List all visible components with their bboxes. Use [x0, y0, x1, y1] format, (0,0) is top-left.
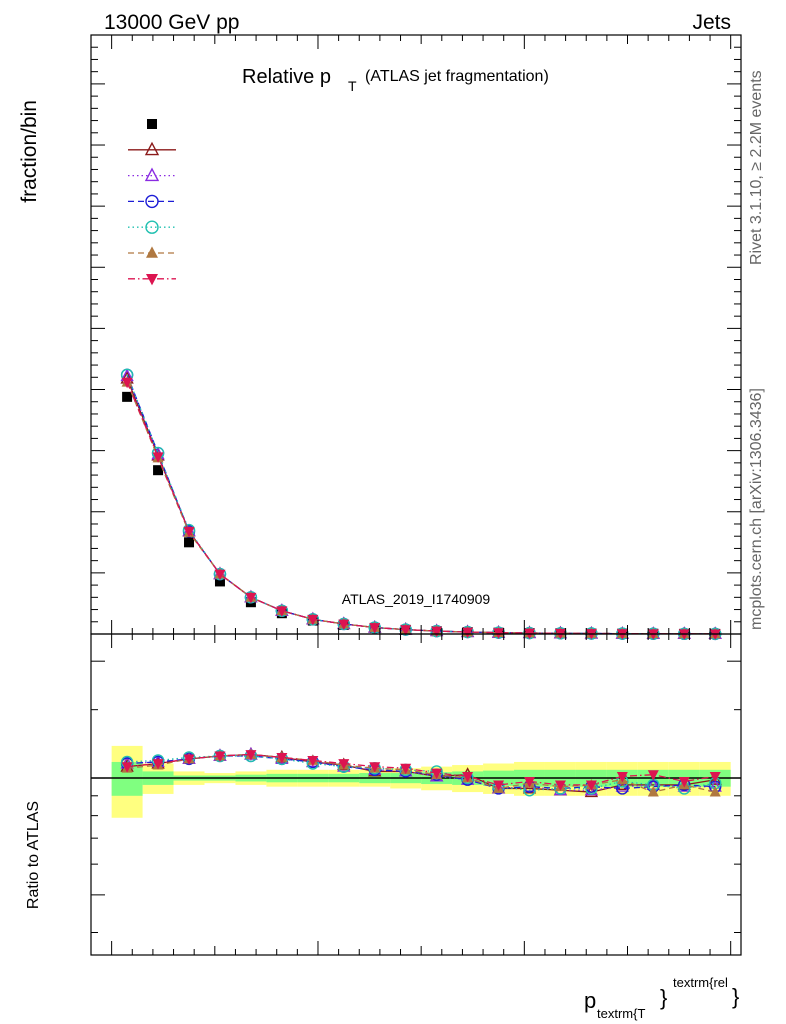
data-point: [121, 377, 133, 389]
analysis-watermark: ATLAS_2019_I1740909: [342, 591, 491, 607]
data-point: [214, 569, 226, 581]
ratio-point: [369, 762, 381, 773]
legend-entry: [128, 141, 176, 156]
plot-title-main: Relative p: [242, 66, 331, 88]
data-point: [153, 465, 164, 476]
ratio-plot: [91, 745, 741, 818]
legend-marker: [146, 274, 158, 286]
data-point: [183, 526, 195, 538]
data-point: [152, 452, 164, 463]
data-point: [369, 623, 381, 634]
data-point: [276, 606, 288, 617]
legend-entry: [128, 246, 176, 258]
data-point: [400, 625, 412, 636]
data-point: [184, 537, 195, 548]
data-point: [709, 629, 721, 640]
plot-frames: [90, 34, 742, 956]
ratio-point: [616, 771, 628, 783]
x-axis-label-subscript: textrm{T: [597, 1006, 645, 1021]
ratio-point: [585, 780, 597, 791]
header-left: 13000 GeV pp: [104, 11, 239, 34]
x-axis-label-superscript: textrm{rel: [673, 975, 728, 990]
legend: [128, 119, 176, 286]
plot-title-note: (ATLAS jet fragmentation): [365, 68, 549, 85]
x-axis-label-brace-sub: }: [660, 985, 667, 1010]
legend-marker: [145, 220, 159, 234]
data-point: [122, 391, 133, 402]
legend-marker: [145, 194, 159, 209]
x-axis-label: p textrm{T } textrm{rel }: [584, 975, 739, 1021]
ratio-series-line-5: [127, 753, 716, 786]
data-point: [431, 626, 443, 638]
ratio-point: [523, 777, 535, 788]
plot-title: Relative p T (ATLAS jet fragmentation): [242, 66, 549, 94]
data-point: [214, 576, 225, 587]
ratio-point: [647, 786, 659, 797]
data-point: [462, 627, 474, 639]
ratio-point: [121, 762, 133, 773]
plot-title-subscript: T: [348, 78, 357, 94]
ratio-series-line-4: [127, 753, 716, 793]
data-point: [245, 592, 257, 604]
ratio-point: [183, 754, 195, 765]
x-axis-label-brace-sup: }: [732, 984, 739, 1009]
ratio-point: [709, 786, 721, 797]
legend-marker: [144, 141, 160, 156]
x-axis-label-main: p: [584, 988, 596, 1013]
legend-entry: [128, 220, 176, 234]
main-y-axis-label: fraction/bin: [18, 100, 41, 203]
legend-marker: [147, 119, 157, 129]
legend-entry: [128, 194, 176, 209]
ratio-point: [307, 756, 319, 767]
header-right: Jets: [692, 11, 731, 34]
legend-entry: [147, 119, 157, 129]
mcplots-label: mcplots.cern.ch [arXiv:1306.3436]: [748, 388, 765, 630]
ratio-point: [647, 770, 659, 781]
data-point: [338, 619, 350, 631]
ratio-point: [678, 777, 690, 788]
legend-entry: [128, 167, 176, 182]
ratio-point: [338, 759, 350, 770]
ratio-point: [214, 751, 226, 762]
ratio-series-5: [121, 750, 721, 791]
ratio-point: [584, 782, 599, 796]
rivet-version-label: Rivet 3.1.10, ≥ 2.2M events: [748, 70, 765, 265]
ratio-point: [493, 780, 505, 791]
ratio-point: [462, 771, 474, 783]
ratio-point: [245, 750, 257, 761]
data-point: [678, 629, 690, 640]
data-point: [307, 614, 319, 626]
legend-marker: [146, 246, 158, 258]
ratio-point: [276, 753, 288, 764]
ratio-point: [400, 763, 412, 775]
legend-entry: [128, 274, 176, 286]
ratio-point: [431, 768, 443, 780]
ratio-point: [709, 771, 721, 783]
legend-marker: [144, 167, 160, 182]
ratio-plot-frame: [90, 633, 742, 956]
ratio-point: [554, 780, 566, 791]
ratio-y-axis-label: Ratio to ATLAS: [25, 801, 42, 909]
ratio-point: [152, 759, 164, 770]
